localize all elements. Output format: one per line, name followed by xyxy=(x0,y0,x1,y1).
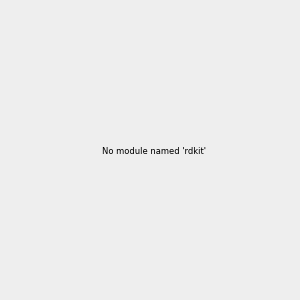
Text: No module named 'rdkit': No module named 'rdkit' xyxy=(102,147,206,156)
